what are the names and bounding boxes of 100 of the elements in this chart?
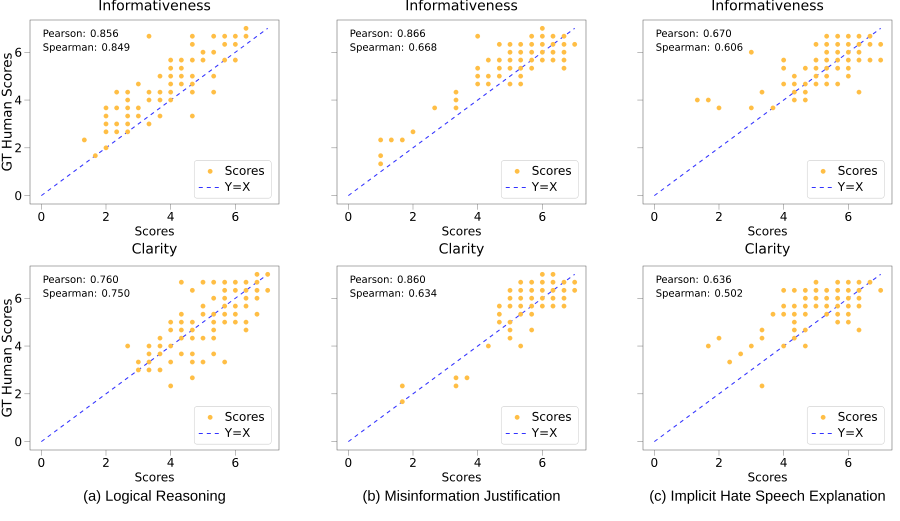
point	[200, 50, 206, 55]
point	[400, 399, 405, 404]
chart-title: Clarity	[132, 242, 177, 256]
point	[706, 98, 711, 102]
point	[125, 129, 130, 134]
point	[878, 58, 884, 63]
point	[232, 58, 238, 63]
point	[835, 50, 840, 55]
point	[846, 66, 851, 71]
point	[856, 42, 862, 47]
point	[136, 106, 141, 110]
point	[475, 66, 480, 71]
point	[496, 312, 502, 317]
point	[529, 66, 534, 71]
point	[824, 288, 830, 293]
point	[475, 34, 480, 39]
point	[168, 90, 174, 95]
point	[454, 384, 458, 388]
point	[540, 50, 545, 55]
point	[868, 34, 872, 39]
annotation: Spearman: 0.750	[43, 289, 130, 299]
point	[824, 50, 830, 55]
x-tick-label: 0	[345, 212, 352, 222]
point	[770, 312, 776, 317]
point	[540, 288, 545, 293]
y-tick-label: 6	[15, 294, 22, 303]
point	[82, 138, 87, 142]
point	[518, 288, 524, 293]
point	[562, 296, 566, 301]
point	[518, 82, 524, 86]
point	[190, 90, 195, 95]
x-axis-title: Scores	[748, 226, 787, 236]
point	[824, 312, 830, 317]
point	[190, 114, 195, 118]
x-tick-label: 4	[780, 212, 787, 221]
x-tick-label: 4	[167, 212, 174, 221]
point	[508, 66, 512, 71]
point	[792, 304, 797, 309]
point	[856, 34, 862, 39]
point	[190, 74, 195, 79]
point	[518, 312, 524, 317]
x-tick-label: 6	[845, 212, 852, 222]
x-tick-label: 6	[232, 458, 238, 468]
point	[706, 344, 711, 348]
point	[835, 34, 840, 39]
point	[486, 74, 491, 79]
point	[190, 58, 195, 63]
point	[114, 90, 120, 95]
point	[802, 312, 808, 317]
legend-label: Scores	[838, 412, 878, 421]
point	[802, 328, 808, 332]
annotation: Pearson: 0.860	[350, 275, 426, 284]
point	[781, 66, 786, 71]
point	[824, 58, 830, 63]
point	[781, 312, 786, 317]
point	[846, 312, 851, 317]
annotation: Spearman: 0.606	[656, 43, 742, 53]
point	[518, 58, 524, 63]
point	[496, 66, 502, 71]
point	[781, 344, 786, 348]
point	[211, 90, 216, 95]
x-tick-label: 0	[651, 212, 658, 222]
x-tick-label: 4	[780, 458, 787, 467]
point	[846, 288, 851, 293]
point	[814, 288, 818, 293]
point	[716, 336, 722, 341]
point	[146, 90, 152, 95]
point	[104, 145, 108, 150]
point	[802, 90, 808, 95]
x-tick-label: 2	[103, 212, 109, 221]
point	[158, 74, 162, 79]
point	[211, 34, 216, 39]
point	[529, 312, 534, 317]
point	[388, 138, 394, 142]
point	[146, 122, 152, 126]
point	[792, 328, 797, 332]
point	[508, 50, 512, 55]
x-tick-label: 6	[539, 458, 546, 468]
point	[562, 42, 566, 47]
point	[211, 74, 216, 79]
point	[104, 106, 108, 110]
x-axis-title: Scores	[135, 226, 174, 236]
point	[835, 320, 840, 325]
point	[518, 296, 524, 301]
chart-title: Informativeness	[406, 0, 518, 10]
point	[125, 114, 130, 118]
x-tick-label: 2	[410, 212, 416, 221]
text: (b) Misinformation Justification	[363, 490, 560, 504]
point	[760, 384, 764, 388]
point	[727, 360, 732, 364]
point	[454, 98, 458, 102]
annotation: Pearson: 0.636	[656, 275, 732, 284]
point	[802, 344, 808, 348]
point	[378, 138, 384, 142]
point	[856, 50, 862, 55]
point	[136, 82, 141, 86]
point	[856, 90, 862, 95]
point	[104, 122, 108, 126]
point	[562, 34, 566, 39]
point	[508, 304, 512, 309]
